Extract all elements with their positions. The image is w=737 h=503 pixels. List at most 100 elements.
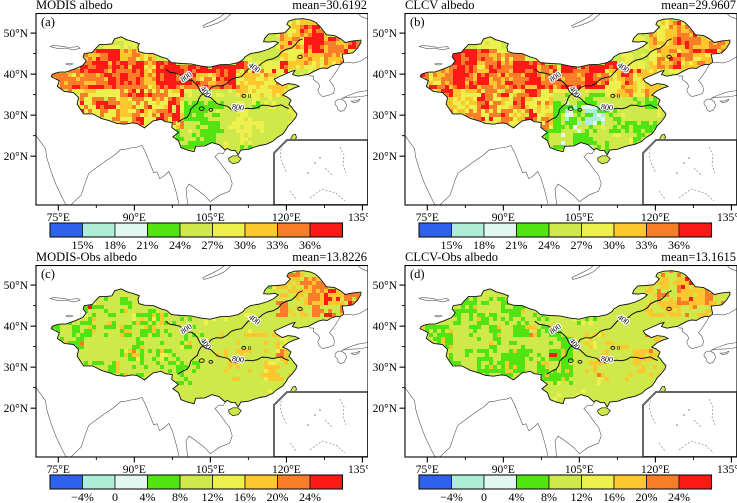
coastline bbox=[185, 401, 233, 457]
colorbar-segment bbox=[613, 474, 647, 490]
colorbar-tick-label: 36% bbox=[299, 238, 321, 252]
colorbar-segment bbox=[646, 222, 680, 238]
y-tick-label: 30°N bbox=[4, 362, 29, 374]
panel-c: MODIS-Obs albedo mean=13.8226 (c) 400 400… bbox=[0, 250, 368, 503]
coastline bbox=[309, 64, 341, 98]
colorbar-segment bbox=[244, 222, 278, 238]
inset-islet bbox=[676, 172, 678, 174]
x-tick-label: 75°E bbox=[416, 212, 439, 221]
x-tick-label: 90°E bbox=[492, 464, 515, 473]
inset-island bbox=[309, 188, 346, 202]
closed-isoline bbox=[297, 306, 303, 311]
colorbar-segment bbox=[516, 222, 550, 238]
isoline-label: 800 bbox=[232, 102, 245, 112]
panel-b-letter: (b) bbox=[410, 15, 425, 29]
panel-d-title: CLCV-Obs albedo bbox=[405, 250, 498, 264]
coastline bbox=[49, 297, 81, 303]
coastline bbox=[678, 316, 710, 350]
x-tick-label: 120°E bbox=[272, 464, 301, 473]
inset-island bbox=[678, 440, 715, 454]
colorbar-segment bbox=[114, 222, 148, 238]
coastline bbox=[405, 387, 549, 457]
isoline-400 bbox=[177, 290, 303, 375]
coastline bbox=[344, 308, 368, 316]
colorbar-segment bbox=[309, 222, 343, 238]
island bbox=[228, 407, 242, 416]
colorbar-tick-label: 20% bbox=[267, 490, 289, 503]
china-border bbox=[419, 18, 731, 156]
inset-island bbox=[309, 440, 346, 454]
closed-isoline bbox=[297, 54, 303, 59]
coastline bbox=[405, 135, 549, 205]
inset-islet bbox=[683, 414, 685, 416]
coastline bbox=[713, 308, 737, 316]
isoline-400 bbox=[177, 38, 303, 123]
closed-isoline bbox=[241, 93, 247, 98]
coastline bbox=[710, 90, 737, 99]
colorbar-segment bbox=[147, 474, 181, 490]
closed-isoline bbox=[198, 106, 205, 111]
colorbar-segment bbox=[451, 222, 485, 238]
colorbar-tick-label: 30% bbox=[234, 238, 256, 252]
scs-inset-box bbox=[642, 391, 737, 457]
isoline-800 bbox=[165, 320, 289, 364]
colorbar-segment bbox=[49, 222, 83, 238]
closed-isoline bbox=[567, 358, 574, 363]
colorbar-segment bbox=[277, 474, 311, 490]
isoline-400 bbox=[546, 290, 672, 375]
inset-islet bbox=[319, 409, 321, 411]
closed-isoline bbox=[241, 345, 247, 350]
colorbar-segment bbox=[516, 474, 550, 490]
colorbar-segment bbox=[483, 474, 517, 490]
coastline bbox=[554, 401, 602, 457]
colorbar-tick-label: 18% bbox=[473, 238, 495, 252]
y-tick-label: 20°N bbox=[373, 151, 398, 163]
colorbar-tick-label: 24% bbox=[299, 490, 321, 503]
y-tick-label: 50°N bbox=[373, 28, 398, 40]
scs-inset-box bbox=[642, 139, 737, 205]
inset-island bbox=[693, 419, 703, 429]
inset-island bbox=[658, 442, 666, 452]
inset-islet bbox=[683, 162, 685, 164]
coastline bbox=[202, 265, 233, 280]
coastline bbox=[49, 45, 81, 51]
coastline bbox=[357, 13, 368, 20]
colorbar-tick-label: 33% bbox=[636, 238, 658, 252]
colorbar-tick-label: 18% bbox=[104, 238, 126, 252]
colorbar-segment bbox=[418, 222, 452, 238]
colorbar-albedo-a: 15% 18% 21% 24% 27% 30% 33% 36% bbox=[49, 222, 344, 252]
colorbar-segment bbox=[418, 474, 452, 490]
coastline bbox=[341, 342, 368, 351]
panel-b: CLCV albedo mean=29.9607 (b) 400 400 800 80… bbox=[369, 0, 737, 252]
coastline bbox=[726, 265, 737, 272]
colorbar-segment bbox=[179, 222, 213, 238]
colorbar-segment bbox=[114, 474, 148, 490]
panel-d-letter: (d) bbox=[410, 267, 425, 281]
inset-island bbox=[289, 190, 297, 200]
inset-island bbox=[708, 398, 716, 426]
china-border bbox=[50, 270, 362, 408]
panel-c-mean: mean=13.8226 bbox=[292, 250, 367, 264]
isoline-800 bbox=[534, 320, 658, 364]
x-tick-label: 90°E bbox=[492, 212, 515, 221]
x-tick-label: 105°E bbox=[565, 464, 594, 473]
plot-frame bbox=[35, 265, 368, 458]
inset-island bbox=[339, 398, 347, 426]
colorbar-segment bbox=[147, 222, 181, 238]
x-tick-label: 135°E bbox=[348, 212, 368, 221]
inset-island bbox=[658, 190, 666, 200]
colorbar-segment bbox=[678, 222, 712, 238]
isoline-label: 800 bbox=[601, 354, 614, 364]
y-tick-label: 30°N bbox=[373, 110, 398, 122]
colorbar-albedo-b: 15% 18% 21% 24% 27% 30% 33% 36% bbox=[418, 222, 713, 252]
coastline bbox=[710, 342, 737, 351]
coastline bbox=[36, 387, 180, 457]
colorbar-tick-label: 30% bbox=[603, 238, 625, 252]
x-tick-label: 75°E bbox=[47, 464, 70, 473]
closed-isoline bbox=[208, 359, 214, 364]
coastline bbox=[309, 316, 341, 350]
colorbar-tick-label: 36% bbox=[668, 238, 690, 252]
y-tick-label: 50°N bbox=[4, 28, 29, 40]
